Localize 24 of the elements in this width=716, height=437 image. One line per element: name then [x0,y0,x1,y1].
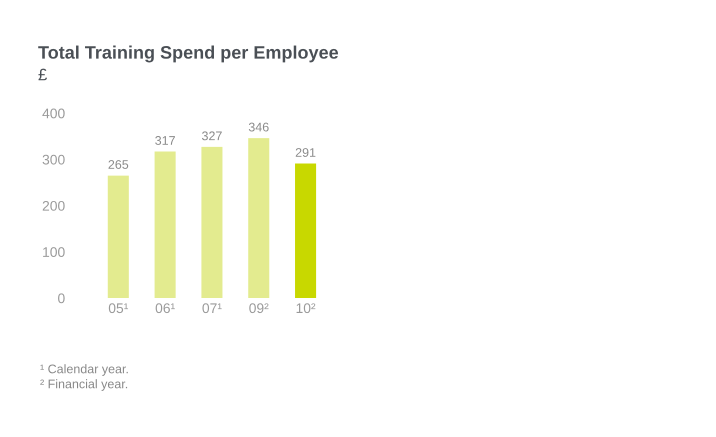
y-tick-label: 100 [43,247,65,257]
text: ¹ Calendar year. [40,364,128,376]
data-label: 346 [248,122,269,132]
y-tick-label: 200 [42,200,65,211]
x-tick-label: 10² [296,303,316,314]
text: ² Financial year. [40,379,128,391]
y-tick-label: 400 [42,108,65,118]
x-tick-label: 06¹ [156,303,175,314]
data-label: 317 [155,136,175,145]
bar [248,138,270,298]
x-tick-label: 05¹ [108,303,128,314]
bar [295,164,316,298]
bar [201,146,222,298]
bar [108,176,129,298]
y-tick-label: 300 [42,154,65,165]
data-label: 265 [108,160,128,169]
data-label: 327 [202,131,222,140]
x-tick-label: 07¹ [202,303,222,314]
data-label: 291 [296,148,316,157]
bar [154,152,176,298]
y-tick-label: 0 [58,293,65,304]
chart-title: Total Training Spend per Employee [38,46,338,62]
chart-subtitle: £ [38,68,47,80]
x-tick-label: 09² [249,303,269,314]
